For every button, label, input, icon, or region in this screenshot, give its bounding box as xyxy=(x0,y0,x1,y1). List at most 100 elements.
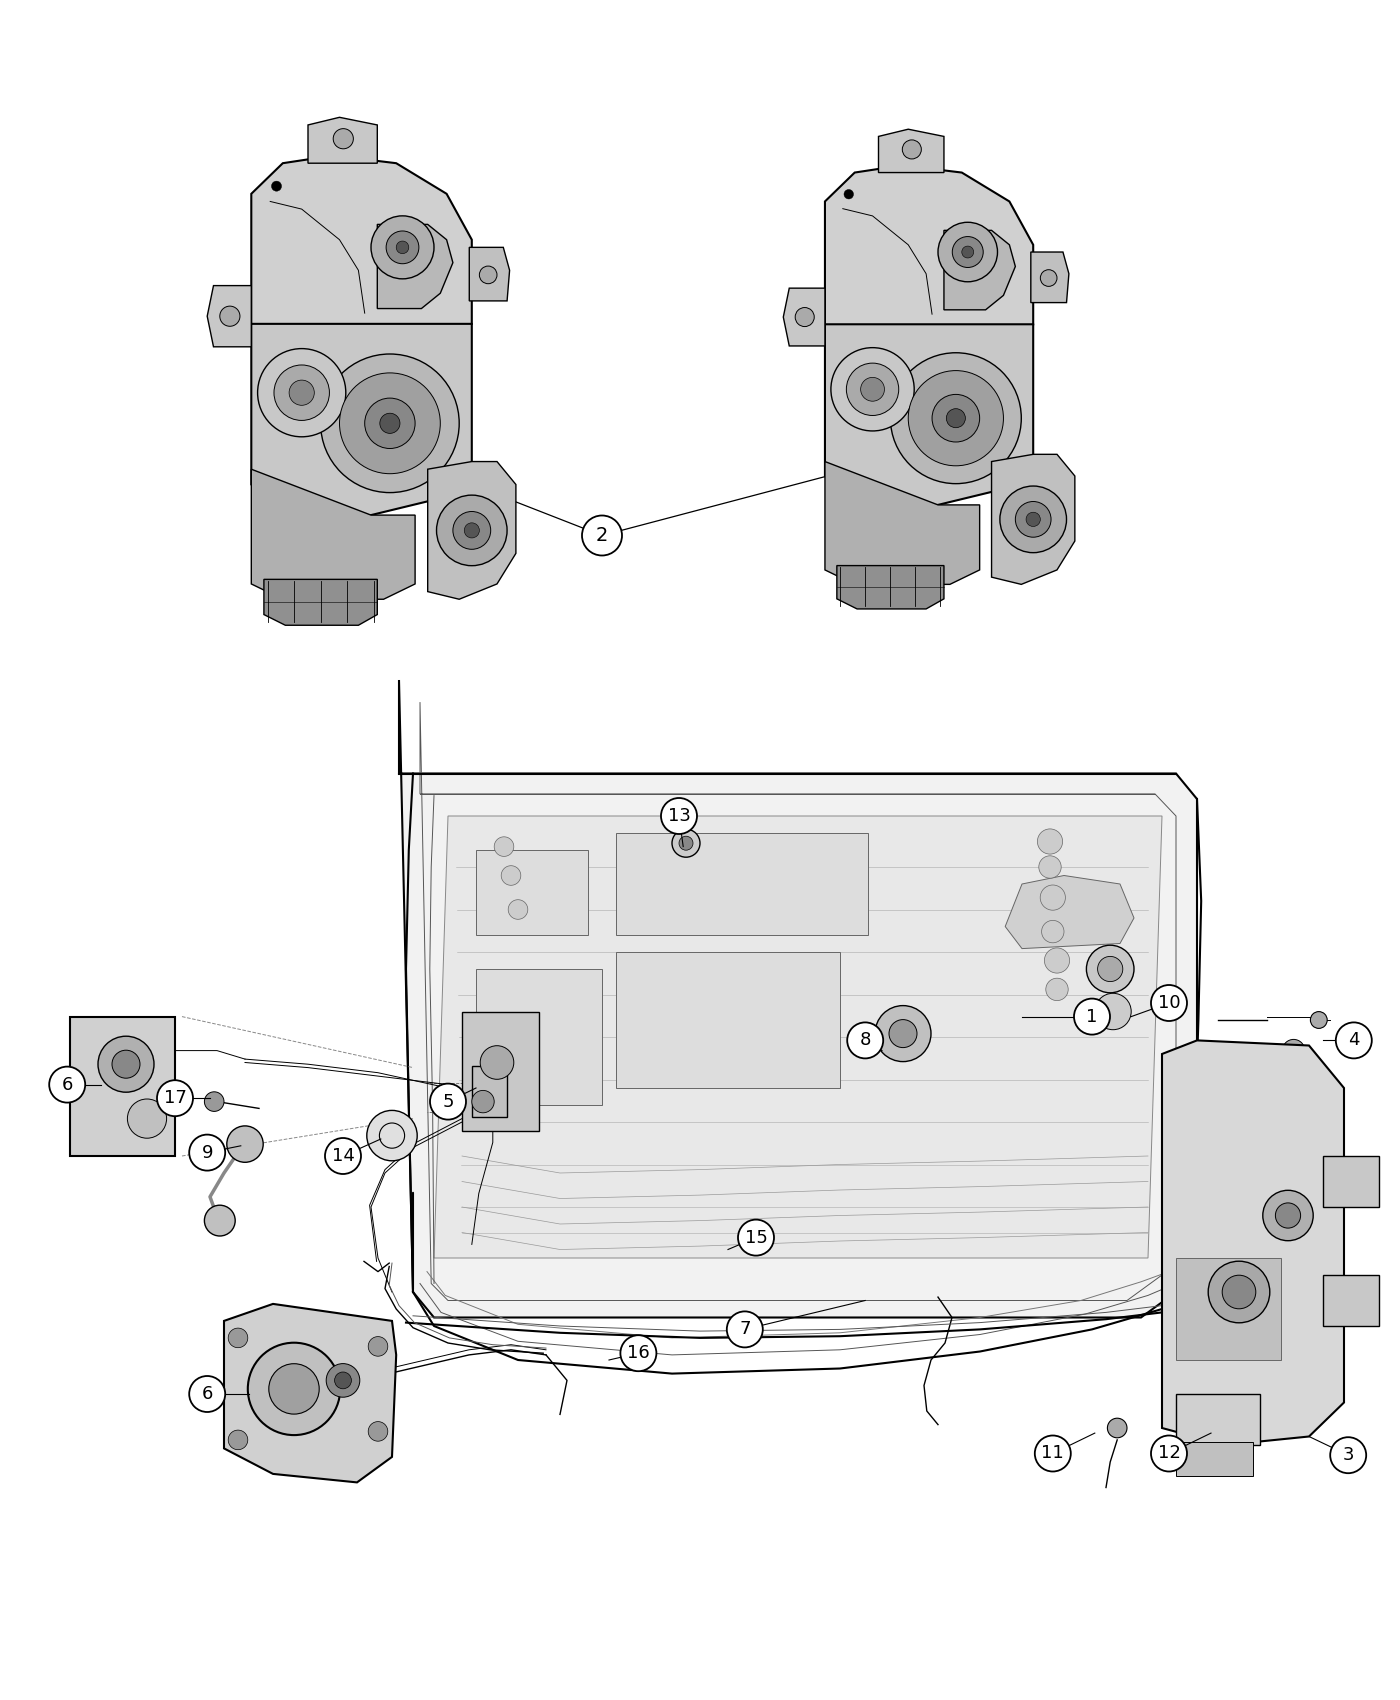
Circle shape xyxy=(335,1372,351,1389)
Circle shape xyxy=(321,354,459,493)
Circle shape xyxy=(248,1343,340,1435)
Circle shape xyxy=(480,1046,514,1080)
Circle shape xyxy=(368,1421,388,1442)
Polygon shape xyxy=(434,816,1162,1258)
Circle shape xyxy=(795,308,815,326)
Circle shape xyxy=(1026,512,1040,527)
Text: 9: 9 xyxy=(202,1144,213,1161)
Circle shape xyxy=(679,836,693,850)
Circle shape xyxy=(326,1363,360,1397)
Circle shape xyxy=(1040,270,1057,286)
Polygon shape xyxy=(252,469,416,600)
Text: 5: 5 xyxy=(442,1093,454,1110)
Circle shape xyxy=(1015,502,1051,537)
Bar xyxy=(462,1012,539,1130)
Polygon shape xyxy=(837,566,944,609)
Circle shape xyxy=(274,366,329,420)
Circle shape xyxy=(272,182,281,190)
Bar xyxy=(472,1066,507,1117)
Text: 10: 10 xyxy=(1158,994,1180,1011)
Polygon shape xyxy=(469,248,510,301)
Text: 13: 13 xyxy=(668,808,690,824)
Circle shape xyxy=(269,1363,319,1414)
Circle shape xyxy=(189,1134,225,1171)
Text: 14: 14 xyxy=(332,1148,354,1164)
Circle shape xyxy=(1282,1039,1305,1062)
Bar xyxy=(616,833,868,935)
Text: 11: 11 xyxy=(1042,1445,1064,1462)
Circle shape xyxy=(847,364,899,415)
Text: 2: 2 xyxy=(596,525,608,546)
Circle shape xyxy=(902,139,921,160)
Circle shape xyxy=(1042,920,1064,944)
Circle shape xyxy=(1330,1436,1366,1474)
Circle shape xyxy=(1151,984,1187,1022)
Circle shape xyxy=(909,371,1004,466)
Text: 6: 6 xyxy=(62,1076,73,1093)
Circle shape xyxy=(189,1375,225,1413)
Text: 7: 7 xyxy=(739,1321,750,1338)
Circle shape xyxy=(1074,998,1110,1035)
Polygon shape xyxy=(1030,252,1070,303)
Circle shape xyxy=(1310,1012,1327,1028)
Circle shape xyxy=(98,1037,154,1091)
Text: 17: 17 xyxy=(164,1090,186,1107)
Circle shape xyxy=(325,1137,361,1175)
Circle shape xyxy=(204,1091,224,1112)
Text: 3: 3 xyxy=(1343,1447,1354,1464)
Circle shape xyxy=(127,1098,167,1139)
Circle shape xyxy=(1095,993,1131,1030)
Circle shape xyxy=(1098,957,1123,981)
Circle shape xyxy=(1263,1190,1313,1241)
Circle shape xyxy=(738,1219,774,1256)
Polygon shape xyxy=(308,117,378,163)
Bar xyxy=(476,850,588,935)
Circle shape xyxy=(454,512,490,549)
Text: 12: 12 xyxy=(1158,1445,1180,1462)
Circle shape xyxy=(946,408,966,428)
Circle shape xyxy=(494,836,514,857)
Circle shape xyxy=(258,348,346,437)
Circle shape xyxy=(1044,949,1070,972)
Bar xyxy=(616,952,840,1088)
Polygon shape xyxy=(944,231,1015,309)
Circle shape xyxy=(49,1066,85,1103)
Circle shape xyxy=(227,1125,263,1163)
Circle shape xyxy=(875,1006,931,1061)
Circle shape xyxy=(1151,1435,1187,1472)
Circle shape xyxy=(890,354,1022,484)
Bar xyxy=(70,1017,175,1156)
Circle shape xyxy=(661,797,697,835)
Circle shape xyxy=(220,306,239,326)
Polygon shape xyxy=(252,156,472,325)
Polygon shape xyxy=(399,680,1197,1318)
Polygon shape xyxy=(1005,876,1134,949)
Bar xyxy=(476,969,602,1105)
Bar xyxy=(1176,1442,1253,1476)
Circle shape xyxy=(1035,1435,1071,1472)
Circle shape xyxy=(672,830,700,857)
Circle shape xyxy=(1040,886,1065,910)
Circle shape xyxy=(1208,1261,1270,1323)
Circle shape xyxy=(437,495,507,566)
Circle shape xyxy=(1037,830,1063,853)
Circle shape xyxy=(508,899,528,920)
Circle shape xyxy=(727,1311,763,1348)
Circle shape xyxy=(952,236,983,267)
Text: 15: 15 xyxy=(745,1229,767,1246)
Circle shape xyxy=(479,267,497,284)
Circle shape xyxy=(1107,1418,1127,1438)
Circle shape xyxy=(465,524,479,537)
Circle shape xyxy=(228,1328,248,1348)
Polygon shape xyxy=(378,224,454,309)
Text: 16: 16 xyxy=(627,1345,650,1362)
Polygon shape xyxy=(224,1304,396,1482)
Polygon shape xyxy=(784,289,825,347)
Circle shape xyxy=(339,372,441,474)
Polygon shape xyxy=(991,454,1075,585)
Polygon shape xyxy=(263,580,378,626)
Circle shape xyxy=(1222,1275,1256,1309)
Circle shape xyxy=(861,377,885,401)
Circle shape xyxy=(1275,1204,1301,1227)
Polygon shape xyxy=(825,165,1033,325)
